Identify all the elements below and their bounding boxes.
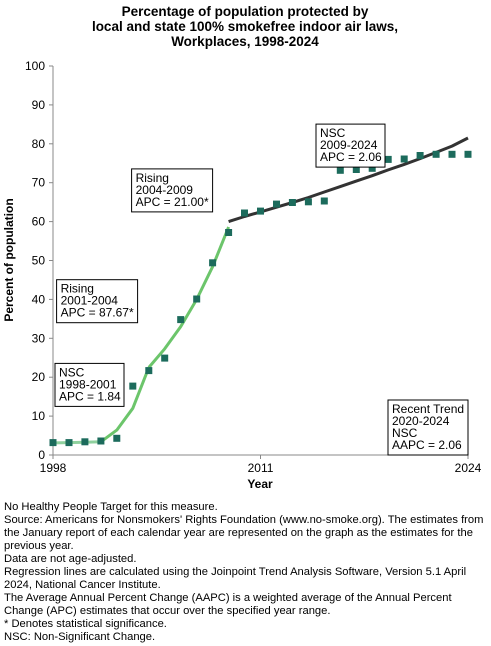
observed-point (49, 439, 57, 447)
chart-title: Percentage of population protected by lo… (92, 4, 398, 49)
footnote-age-adjust: Data are not age-adjusted. (4, 553, 137, 565)
footnote-target: No Healthy People Target for this measur… (4, 501, 218, 513)
observed-point (129, 382, 137, 390)
observed-point (448, 150, 456, 158)
annotation-text: Rising (61, 282, 94, 296)
observed-point (81, 438, 89, 446)
observed-point (320, 197, 328, 205)
observed-point (384, 155, 392, 163)
x-tick-label: 2024 (455, 461, 482, 475)
y-tick-label: 80 (32, 137, 46, 151)
y-tick-label: 30 (32, 331, 46, 345)
annotation-frame (387, 399, 469, 456)
annotation-text: 2009-2024 (320, 138, 378, 152)
footnote-source: Source: Americans for Nonsmokers' Rights… (4, 514, 484, 552)
chart: Percentage of population protected by lo… (2, 4, 482, 491)
footnote-aapc: The Average Annual Percent Change (AAPC)… (4, 592, 452, 617)
footnote-regression: Regression lines are calculated using th… (4, 566, 467, 591)
observed-point (288, 199, 296, 206)
axis-ticks: 0 10 20 30 40 50 60 70 80 90 100 1998 2011 2024 (25, 59, 482, 475)
observed-markers (49, 150, 472, 447)
observed-point (400, 155, 408, 163)
annotation-text: APC = 2.06 (320, 150, 382, 164)
y-axis-title: Percent of population (2, 198, 16, 321)
observed-point (464, 150, 472, 158)
annotation-text: 2020-2024 (392, 414, 450, 428)
annotation-text: AAPC = 2.06 (392, 438, 462, 452)
x-tick-label: 1998 (40, 461, 67, 475)
trend-segment-2 (100, 366, 151, 444)
observed-point (336, 166, 344, 174)
annotation-text: 1998-2001 (59, 377, 117, 391)
observed-point (368, 164, 376, 172)
observed-point (304, 198, 312, 206)
footnote-nsc: NSC: Non-Significant Change. (4, 631, 156, 643)
annotation-frame (56, 279, 139, 324)
y-tick-label: 90 (32, 98, 46, 112)
annotation-frame (315, 123, 386, 168)
annotation-text: 2001-2004 (61, 294, 119, 308)
y-tick-label: 60 (32, 215, 46, 229)
observed-point (65, 439, 73, 447)
observed-point (416, 152, 424, 159)
annotation-frame (54, 362, 125, 407)
annotation-text: APC = 1.84 (59, 389, 121, 403)
y-tick-label: 0 (38, 448, 45, 462)
footnote-significance: * Denotes statistical significance. (4, 618, 167, 630)
y-tick-label: 20 (32, 370, 46, 384)
x-axis-title: Year (247, 477, 273, 491)
observed-point (432, 150, 440, 158)
observed-point (161, 354, 169, 362)
trend-segment-3 (147, 226, 230, 369)
annotation-frame (131, 168, 214, 213)
y-tick-label: 40 (32, 292, 46, 306)
observed-point (352, 166, 360, 173)
annotation-text: Recent Trend (392, 402, 464, 416)
observed-point (273, 200, 280, 208)
observed-point (241, 209, 248, 217)
chart-title-line-3: Workplaces, 1998-2024 (171, 34, 319, 49)
annotation-text: NSC (59, 365, 85, 379)
observed-point (257, 207, 264, 215)
annotation-text: NSC (392, 426, 418, 440)
observed-point (177, 316, 185, 324)
annotation-text: NSC (320, 126, 346, 140)
y-tick-label: 100 (25, 59, 45, 73)
trend-segment-1 (52, 440, 101, 445)
y-tick-label: 50 (32, 254, 46, 268)
annotation-text: APC = 21.00* (136, 195, 209, 209)
footnotes: No Healthy People Target for this measur… (4, 501, 488, 644)
y-tick-label: 70 (32, 176, 46, 190)
chart-title-line-2: local and state 100% smokefree indoor ai… (92, 19, 398, 34)
trend-segment-4 (228, 136, 469, 224)
annotation-text: APC = 87.67* (61, 306, 134, 320)
observed-point (193, 295, 201, 303)
chart-title-line-1: Percentage of population protected by (122, 4, 369, 19)
observed-point (145, 367, 153, 375)
observed-point (225, 229, 233, 236)
x-tick-label: 2011 (248, 461, 274, 475)
y-tick-label: 10 (32, 409, 46, 423)
annotation-text: Rising (136, 171, 169, 185)
annotation-text: 2004-2009 (136, 183, 194, 197)
observed-point (113, 434, 121, 442)
observed-point (97, 437, 105, 445)
observed-point (209, 259, 217, 267)
